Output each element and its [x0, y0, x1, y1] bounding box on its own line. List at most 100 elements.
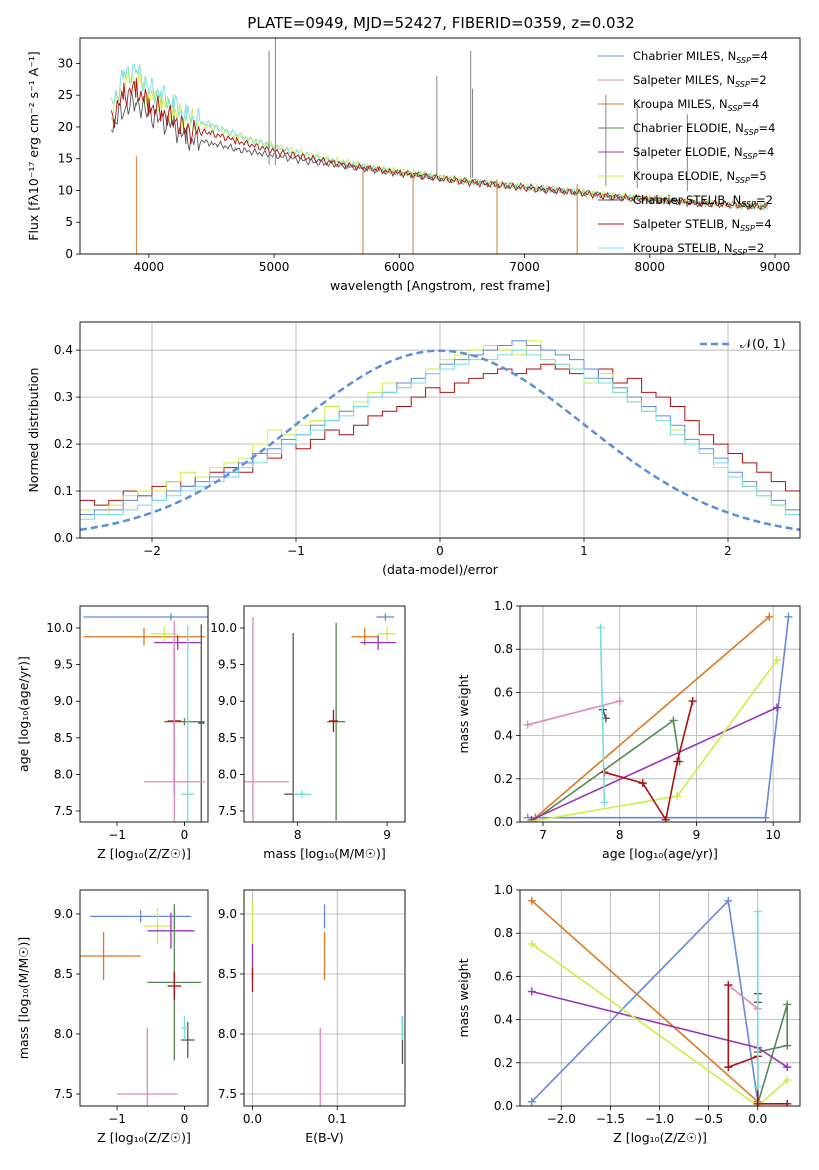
plot-area [244, 613, 397, 822]
legend-text: Kroupa STELIB, N [633, 241, 733, 255]
x-tick-label: −1.5 [596, 1112, 625, 1126]
spectrum-line-kroupa-elodie [110, 71, 769, 210]
y-tick-label: 1.0 [494, 883, 513, 897]
legend-subscript: SSP [736, 56, 751, 65]
weight-marker-kroupa-elodie [772, 656, 781, 664]
panels: 4000 5000 6000 7000 8000 9000051015202530wave… [16, 37, 801, 1145]
x-tick-label: 7000 [509, 260, 540, 274]
y-tick-label: 9.0 [54, 694, 73, 708]
x-tick-label: −2 [143, 544, 161, 558]
y-tick-label: 0.4 [494, 1013, 513, 1027]
y-tick-label: 0.4 [54, 343, 73, 357]
weight-marker-chabrier-miles [724, 896, 733, 905]
y-tick-label: 0.6 [494, 685, 513, 699]
weight-marker-chabrier-elodie [669, 716, 678, 725]
panel-mass_vs_Z: −1 0 7.5 8.0 8.5 9.0 Z [log₁₀(Z/Z☉)] mass [log₁… [16, 889, 209, 1145]
weight-marker-salpeter-miles [615, 697, 624, 706]
y-tick-label: 0 [65, 247, 73, 261]
y-axis-label: Flux [fλ10⁻¹⁷ erg cm⁻² s⁻¹ A⁻¹] [26, 51, 41, 240]
x-axis-label: Z [log₁₀(Z/Z☉)] [97, 1130, 191, 1145]
y-tick-label: 9.0 [54, 907, 73, 921]
x-tick-label: 8 [294, 828, 302, 842]
x-tick-label: 6000 [384, 260, 415, 274]
y-axis-label: Normed distribution [26, 368, 41, 493]
x-tick-label: −1.0 [645, 1112, 674, 1126]
legend-text: Salpeter ELODIE, N [633, 145, 743, 159]
weight-marker-salpeter-elodie [783, 1063, 792, 1072]
y-tick-label: 8.0 [218, 1027, 237, 1041]
legend-subscript: SSP [735, 80, 750, 89]
y-tick-label: 0.0 [54, 531, 73, 545]
legend-suffix: =4 [757, 145, 774, 159]
panel-age_vs_mass: 8 9 7.5 8.0 8.5 9.0 9.5 10.0 mass [log₁₀(M/M☉)] [210, 605, 406, 861]
y-tick-label: 8.0 [54, 1027, 73, 1041]
y-tick-label: 0.4 [494, 729, 513, 743]
x-tick-label: 7 [539, 828, 547, 842]
y-tick-label: 30 [58, 56, 73, 70]
legend-text: Salpeter STELIB, N [633, 217, 740, 231]
x-axis-label: Z [log₁₀(Z/Z☉)] [97, 846, 191, 861]
y-tick-label: 8.0 [218, 767, 237, 781]
y-tick-label: 8.0 [54, 767, 73, 781]
weight-marker-salpeter-stelib [661, 815, 670, 822]
x-tick-label: −2.0 [547, 1112, 576, 1126]
y-axis-label: mass weight [456, 674, 471, 753]
y-tick-label: 7.5 [218, 1087, 237, 1101]
y-tick-label: 8.5 [54, 967, 73, 981]
weight-marker-chabrier-elodie [783, 1000, 792, 1009]
y-tick-label: 10.0 [46, 621, 73, 635]
weight-marker-kroupa-elodie [783, 1076, 792, 1085]
x-tick-label: 0 [436, 544, 444, 558]
legend-suffix: =2 [750, 73, 767, 87]
legend-label-chabrier-elodie: Chabrier ELODIE, NSSP=4 [633, 121, 775, 137]
legend-label-salpeter-stelib: Salpeter STELIB, NSSP=4 [633, 217, 772, 233]
legend-subscript: SSP [735, 176, 750, 185]
weight-marker-kroupa-stelib [753, 1082, 762, 1091]
legend-suffix: =2 [747, 241, 764, 255]
axes-frame [519, 889, 801, 1107]
weight-line-chabrier-miles [527, 616, 790, 819]
panel-mass_vs_ebv: 0.0 0.1 7.5 8.0 8.5 9.0 E(B-V) [218, 889, 406, 1145]
legend-label-normal: 𝒩(0, 1) [740, 336, 786, 351]
weight-marker-chabrier-miles [784, 612, 793, 621]
legend-label-chabrier-stelib: Chabrier STELIB, NSSP=2 [633, 193, 773, 209]
weight-marker-chabrier-miles [761, 813, 770, 822]
weight-line-chabrier-elodie [757, 1004, 788, 1105]
weight-marker-salpeter-stelib [673, 757, 682, 766]
y-tick-label: 9.0 [218, 907, 237, 921]
x-axis-label: E(B-V) [305, 1130, 344, 1145]
x-tick-label: 9 [383, 828, 391, 842]
legend-subscript: SSP [741, 200, 756, 209]
x-tick-label: 9 [693, 828, 701, 842]
x-tick-label: 1 [580, 544, 588, 558]
legend-subscript: SSP [728, 104, 743, 113]
plot-area [527, 896, 792, 1106]
x-tick-label: 4000 [134, 260, 165, 274]
axes-frame [243, 889, 406, 1107]
y-tick-label: 8.5 [218, 967, 237, 981]
legend-suffix: =5 [750, 169, 767, 183]
x-axis-label: Z [log₁₀(Z/Z☉)] [613, 1130, 707, 1145]
x-tick-label: −1 [108, 828, 126, 842]
y-tick-label: 7.5 [54, 1087, 73, 1101]
y-tick-label: 0.0 [494, 1099, 513, 1113]
x-tick-label: −1 [287, 544, 305, 558]
y-tick-label: 5 [65, 215, 73, 229]
weight-line-salpeter-elodie [531, 706, 778, 821]
y-tick-label: 0.0 [494, 815, 513, 829]
y-tick-label: 15 [58, 152, 73, 166]
y-tick-label: 0.8 [494, 926, 513, 940]
weight-marker-kroupa-stelib [600, 798, 609, 807]
weight-line-salpeter-miles [727, 984, 759, 1010]
x-tick-label: 8000 [634, 260, 665, 274]
weight-line-salpeter-miles [527, 700, 620, 726]
x-axis-label: wavelength [Angstrom, rest frame] [330, 278, 550, 293]
weight-marker-salpeter-elodie [527, 815, 536, 822]
x-axis-label: age [log₁₀(age/yr)] [602, 846, 718, 861]
y-axis-label: age [log₁₀(age/yr)] [16, 656, 31, 772]
x-tick-label: −0.5 [694, 1112, 723, 1126]
weight-marker-kroupa-stelib [753, 907, 762, 916]
panel-spectrum: 4000 5000 6000 7000 8000 9000 0 5 10 15 20 25 30 wave… [26, 37, 801, 293]
y-tick-label: 0.6 [494, 969, 513, 983]
